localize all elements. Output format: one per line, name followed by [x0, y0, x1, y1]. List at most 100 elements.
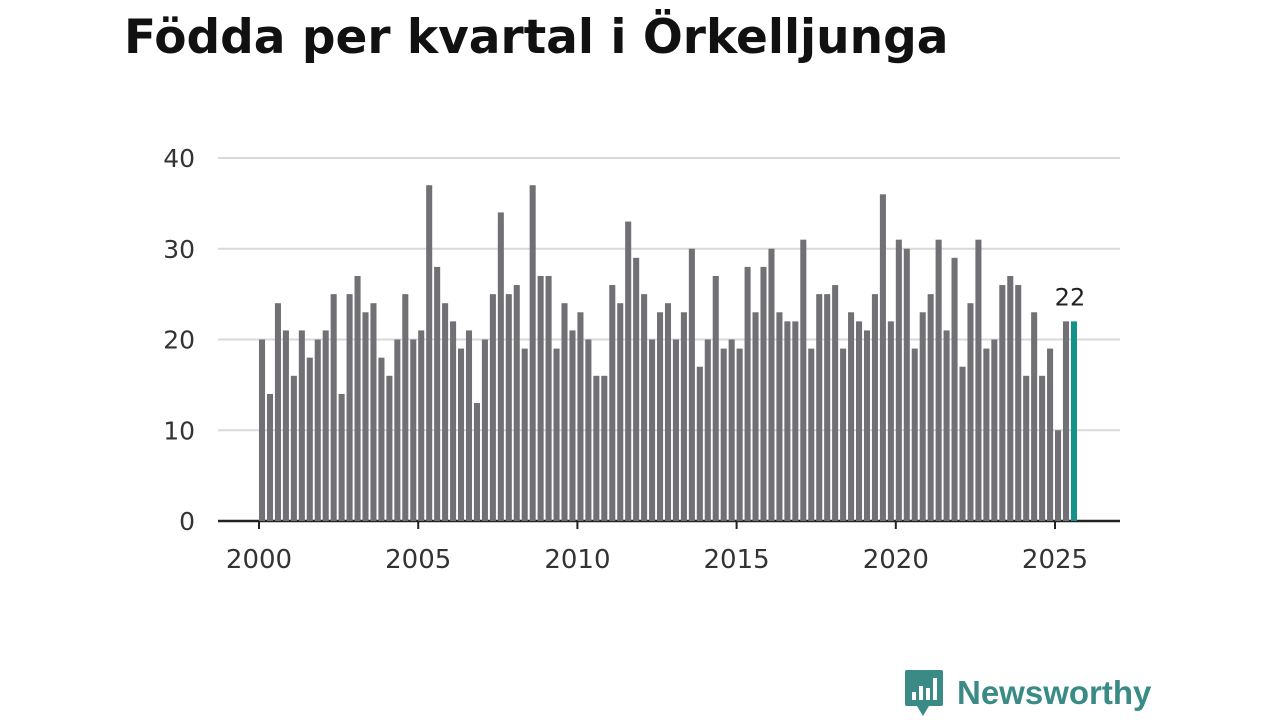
bar	[903, 248, 910, 521]
bar	[808, 348, 815, 521]
bar	[386, 375, 393, 521]
bar	[314, 339, 321, 521]
bar	[529, 185, 536, 521]
bar	[768, 248, 775, 521]
bar	[442, 303, 449, 521]
x-tick-label: 2010	[544, 545, 610, 575]
bar	[959, 366, 966, 521]
bar	[290, 375, 297, 521]
bar	[298, 330, 305, 521]
bar	[649, 339, 656, 521]
bar	[712, 275, 719, 521]
bar	[346, 294, 353, 522]
bar	[680, 312, 687, 521]
bar	[266, 393, 274, 521]
data-labels: 22	[1055, 283, 1086, 311]
x-tick-label: 2025	[1022, 545, 1088, 575]
y-tick-label: 10	[163, 416, 195, 445]
bar	[1015, 285, 1022, 521]
bar	[1007, 275, 1014, 521]
newsworthy-icon	[905, 670, 943, 716]
bar	[792, 321, 799, 521]
bar	[633, 257, 640, 521]
bar	[458, 348, 465, 521]
bar	[641, 294, 648, 522]
bar	[744, 266, 751, 521]
logo-text: Newsworthy	[957, 674, 1152, 711]
bar	[426, 185, 433, 521]
bar	[370, 303, 377, 521]
bar	[832, 285, 839, 521]
bar	[879, 194, 886, 522]
chart-title: Födda per kvartal i Örkelljunga	[124, 10, 949, 65]
bar	[378, 357, 385, 521]
bar	[537, 275, 544, 521]
bars	[259, 185, 1077, 522]
bar	[513, 285, 520, 521]
bar	[776, 312, 783, 521]
bar	[911, 348, 918, 521]
bar	[505, 294, 512, 522]
bar	[259, 339, 266, 521]
bar	[609, 285, 616, 521]
x-tick-label: 2005	[385, 545, 451, 575]
bar	[521, 348, 528, 521]
bar	[657, 312, 664, 521]
bar	[617, 303, 624, 521]
bar	[410, 339, 417, 521]
bar	[895, 239, 902, 521]
y-tick-label: 20	[163, 326, 195, 355]
bar	[919, 312, 926, 521]
y-tick-label: 30	[163, 235, 195, 264]
bar	[720, 348, 727, 521]
bar	[1023, 375, 1030, 521]
bar	[577, 312, 584, 521]
bar	[991, 339, 998, 521]
bar	[856, 321, 863, 521]
bar	[664, 303, 672, 521]
bar	[465, 330, 473, 521]
y-tick-label: 40	[163, 144, 195, 173]
bar	[553, 348, 560, 521]
bar	[672, 339, 679, 521]
bar	[274, 303, 281, 521]
y-tick-label: 0	[179, 507, 195, 536]
bar	[434, 266, 441, 521]
bar	[306, 357, 313, 521]
bar	[704, 339, 711, 521]
bar	[688, 248, 695, 521]
x-axis-ticks: 2000 2005 2010 2015 2020 2025	[226, 521, 1088, 575]
bar	[800, 239, 807, 521]
bar	[1062, 321, 1070, 521]
bar	[418, 330, 425, 521]
bar	[927, 294, 934, 522]
bar-highlight	[1070, 321, 1077, 521]
bar	[824, 294, 831, 522]
bar	[975, 239, 982, 521]
bar	[752, 312, 759, 521]
bar	[322, 330, 329, 521]
bar	[943, 330, 950, 521]
bar	[887, 321, 894, 521]
x-tick-label: 2020	[863, 545, 929, 575]
bar	[736, 348, 743, 521]
bar	[362, 312, 369, 521]
bar	[561, 303, 568, 521]
bar	[999, 285, 1006, 521]
newsworthy-logo: Newsworthy	[903, 668, 1151, 718]
bar	[394, 339, 401, 521]
bar	[696, 366, 703, 521]
bar	[569, 330, 576, 521]
bar	[497, 212, 504, 521]
x-tick-label: 2000	[226, 545, 292, 575]
bar	[338, 393, 345, 521]
bar	[935, 239, 942, 521]
bar	[601, 375, 608, 521]
bar	[784, 321, 791, 521]
bar	[1039, 375, 1046, 521]
bar	[840, 348, 847, 521]
bar	[967, 303, 974, 521]
bar	[489, 294, 496, 522]
bar	[473, 403, 480, 521]
